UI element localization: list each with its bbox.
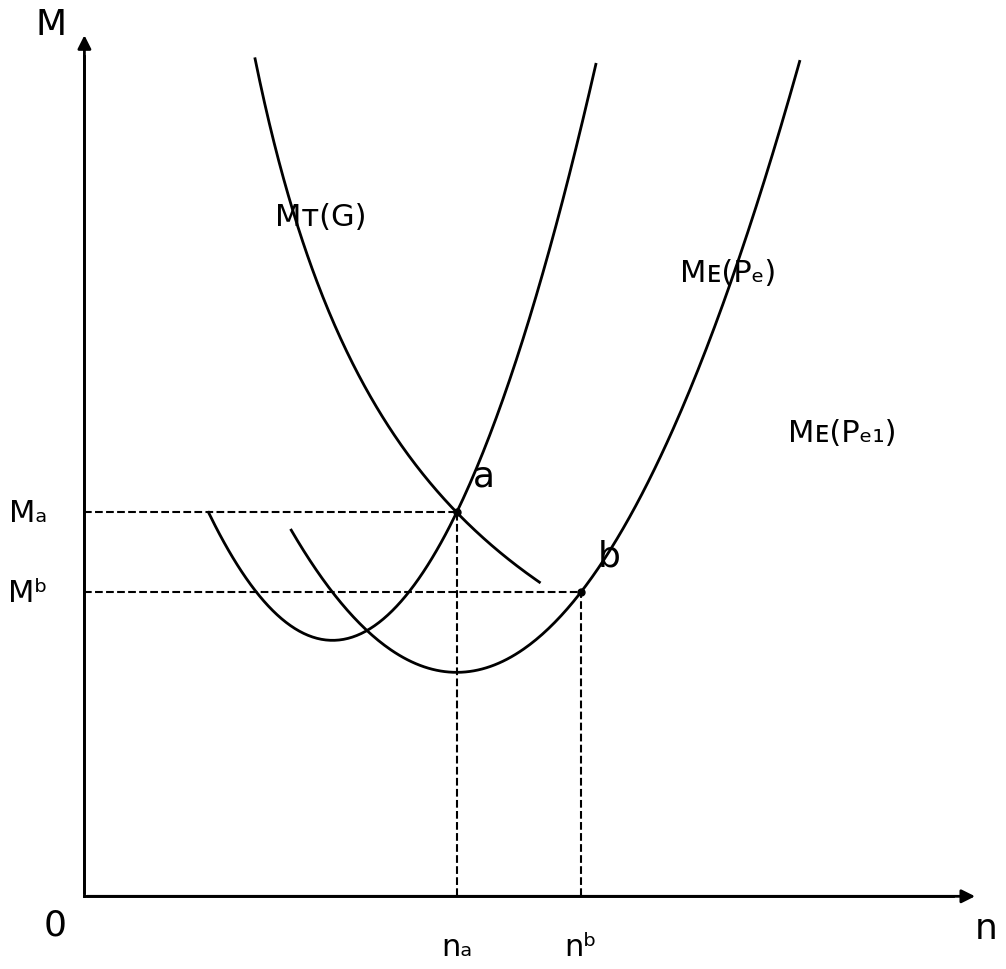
- Text: Mₐ: Mₐ: [9, 498, 47, 527]
- Text: M: M: [36, 9, 66, 43]
- Text: n: n: [975, 912, 998, 946]
- Text: Mᴛ(G): Mᴛ(G): [275, 203, 366, 232]
- Text: Mᴇ(Pₑ): Mᴇ(Pₑ): [680, 259, 777, 288]
- Text: Mᴇ(Pₑ₁): Mᴇ(Pₑ₁): [788, 419, 896, 448]
- Text: nₐ: nₐ: [441, 932, 472, 961]
- Text: b: b: [598, 539, 620, 573]
- Text: 0: 0: [44, 907, 67, 941]
- Text: Mᵇ: Mᵇ: [8, 578, 47, 608]
- Text: nᵇ: nᵇ: [564, 932, 597, 961]
- Text: a: a: [473, 459, 495, 493]
